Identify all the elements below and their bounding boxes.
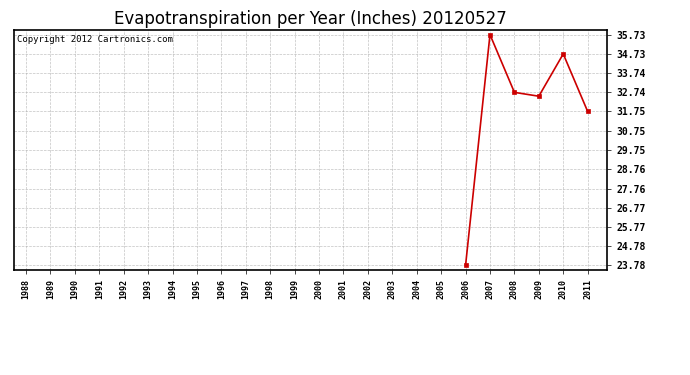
Text: Copyright 2012 Cartronics.com: Copyright 2012 Cartronics.com (17, 35, 172, 44)
Title: Evapotranspiration per Year (Inches) 20120527: Evapotranspiration per Year (Inches) 201… (114, 10, 507, 28)
